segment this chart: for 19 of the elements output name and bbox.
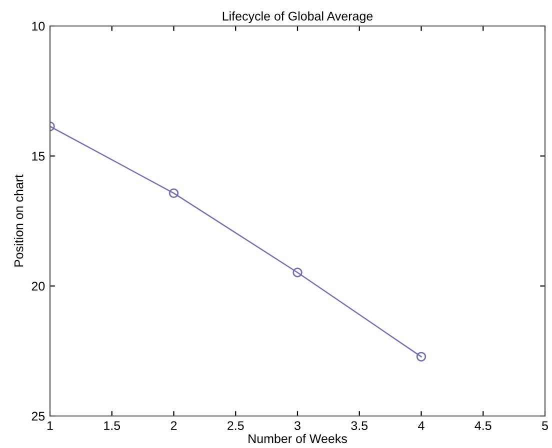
x-tick-label: 4 xyxy=(418,421,424,430)
x-tick-label: 2.5 xyxy=(228,421,244,430)
y-axis-title: Position on chart xyxy=(14,174,24,267)
point xyxy=(416,352,426,362)
y-tick-label: 25 xyxy=(32,412,45,421)
x-tick-label: 1.5 xyxy=(104,421,120,430)
x-tick-label: 1 xyxy=(47,421,53,430)
x-tick-label: 2 xyxy=(170,421,177,430)
chart-title: Lifecycle of Global Average xyxy=(222,11,373,24)
y-tick-label: 10 xyxy=(32,22,45,31)
point xyxy=(292,268,302,278)
x-tick-label: 3.5 xyxy=(351,421,368,430)
y-tick-label: 15 xyxy=(32,152,45,161)
x-tick-label: 4.5 xyxy=(474,421,492,430)
x-axis-title: Number of Weeks xyxy=(248,434,347,444)
x-tick-label: 3 xyxy=(294,421,300,430)
y-tick-label: 20 xyxy=(32,282,45,291)
x-tick-label: 5 xyxy=(542,421,548,430)
point xyxy=(168,188,179,198)
